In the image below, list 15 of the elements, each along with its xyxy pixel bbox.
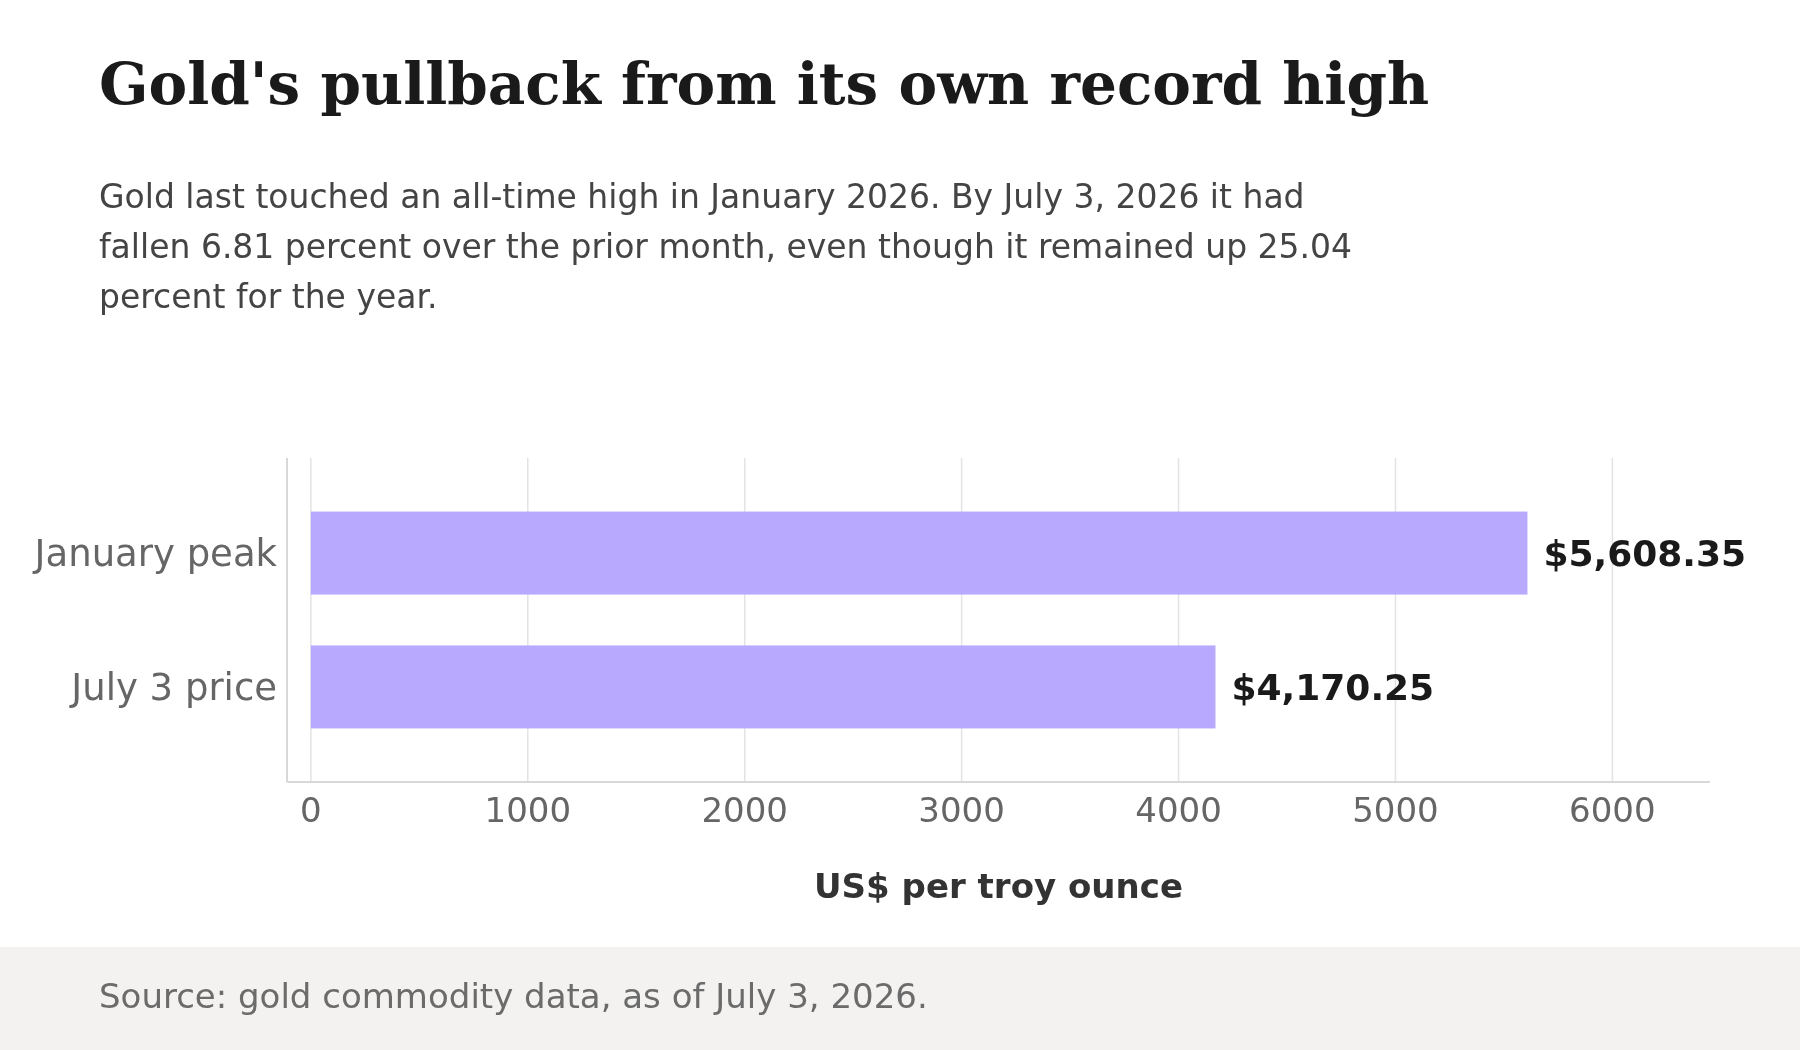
x-axis-title: US$ per troy ounce — [814, 866, 1183, 906]
source-note: Source: gold commodity data, as of July 3, 2026. — [99, 976, 928, 1016]
chart-subtitle: Gold last touched an all-time high in January 2026. By July 3, 2026 it had fallen 6.81 percent over the prior month, even though it remained up 25.04 percent for the year. — [99, 177, 1353, 316]
x-tick-label: 1000 — [484, 790, 572, 830]
y-tick-label: July 3 price — [69, 665, 277, 709]
x-tick-label: 2000 — [701, 790, 788, 830]
y-tick-label: January peak — [32, 532, 278, 576]
x-tick-label: 4000 — [1135, 790, 1222, 830]
data-label: $5,608.35 — [1543, 532, 1747, 574]
x-tick-label: 5000 — [1352, 790, 1439, 830]
x-tick-label: 6000 — [1569, 790, 1656, 830]
data-label: $4,170.25 — [1231, 666, 1435, 708]
x-tick-label: 0 — [300, 790, 322, 830]
chart-title: Gold's pullback from its own record high — [99, 50, 1430, 118]
x-tick-label: 3000 — [918, 790, 1005, 830]
